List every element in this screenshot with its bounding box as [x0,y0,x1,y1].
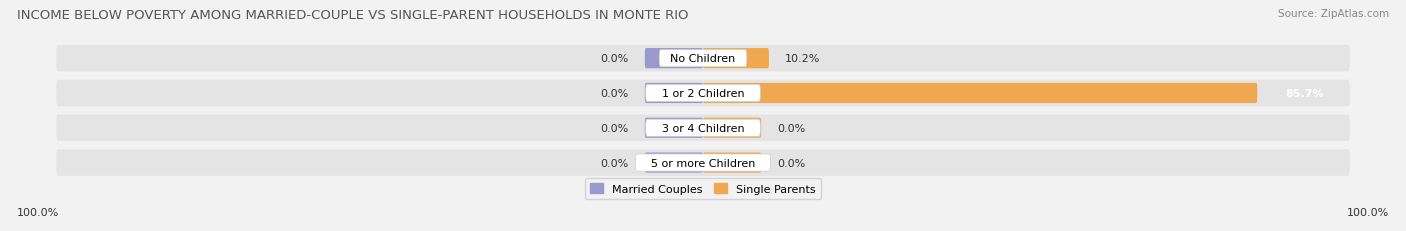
Text: 100.0%: 100.0% [17,207,59,217]
Text: 5 or more Children: 5 or more Children [651,158,755,168]
Text: 100.0%: 100.0% [1347,207,1389,217]
FancyBboxPatch shape [645,84,703,103]
FancyBboxPatch shape [645,49,703,69]
Text: 3 or 4 Children: 3 or 4 Children [662,123,744,133]
Text: 0.0%: 0.0% [600,54,628,64]
FancyBboxPatch shape [703,49,769,69]
Text: 0.0%: 0.0% [778,158,806,168]
Text: No Children: No Children [671,54,735,64]
FancyBboxPatch shape [645,120,761,137]
FancyBboxPatch shape [56,46,1350,72]
FancyBboxPatch shape [703,153,761,173]
FancyBboxPatch shape [703,84,1257,103]
Text: 85.7%: 85.7% [1285,88,1324,99]
FancyBboxPatch shape [659,50,747,67]
Text: 0.0%: 0.0% [600,158,628,168]
FancyBboxPatch shape [56,150,1350,176]
Legend: Married Couples, Single Parents: Married Couples, Single Parents [585,178,821,200]
FancyBboxPatch shape [645,153,703,173]
FancyBboxPatch shape [636,154,770,171]
Text: Source: ZipAtlas.com: Source: ZipAtlas.com [1278,9,1389,19]
Text: INCOME BELOW POVERTY AMONG MARRIED-COUPLE VS SINGLE-PARENT HOUSEHOLDS IN MONTE R: INCOME BELOW POVERTY AMONG MARRIED-COUPL… [17,9,689,22]
FancyBboxPatch shape [56,115,1350,141]
FancyBboxPatch shape [703,118,761,138]
Text: 10.2%: 10.2% [785,54,821,64]
Text: 1 or 2 Children: 1 or 2 Children [662,88,744,99]
Text: 0.0%: 0.0% [778,123,806,133]
FancyBboxPatch shape [56,80,1350,107]
FancyBboxPatch shape [645,118,703,138]
Text: 0.0%: 0.0% [600,88,628,99]
FancyBboxPatch shape [645,85,761,102]
Text: 0.0%: 0.0% [600,123,628,133]
